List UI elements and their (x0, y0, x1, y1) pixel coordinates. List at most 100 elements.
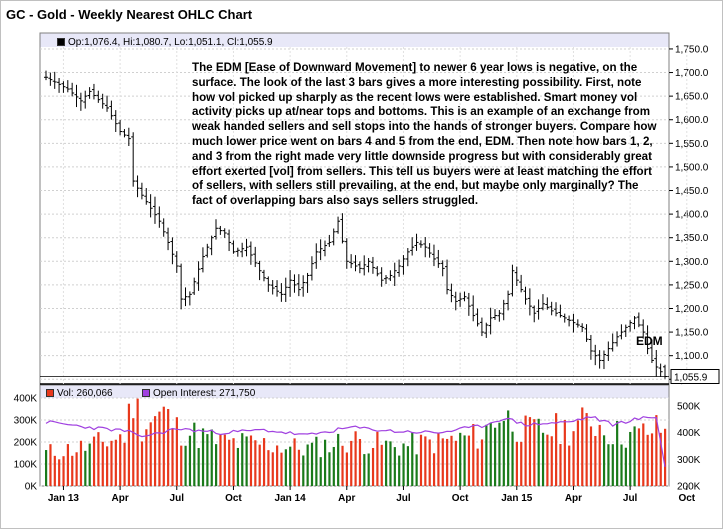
volume-bar (66, 444, 69, 486)
volume-bar (293, 438, 296, 486)
volume-bars (45, 398, 667, 486)
ohlc-bar (170, 237, 175, 265)
ohlc-bar (96, 90, 101, 103)
time-tick-label: Oct (452, 493, 469, 504)
volume-bar (241, 433, 244, 486)
volume-bar (245, 436, 248, 486)
volume-tick-label: 0K (25, 482, 38, 493)
volume-bar (371, 447, 375, 486)
ohlc-bar (244, 238, 249, 257)
volume-bar (119, 434, 122, 486)
volume-bar (398, 455, 401, 486)
time-tick-label: Apr (565, 493, 582, 504)
ohlc-bar (78, 92, 83, 111)
price-tick-label: 1,350.0 (675, 233, 709, 244)
volume-bar (594, 435, 597, 486)
ohlc-bar (61, 81, 66, 93)
ohlc-bar (623, 324, 628, 337)
volume-bar (175, 417, 178, 486)
volume-bar (568, 445, 571, 486)
ohlc-bar (584, 324, 589, 342)
volume-bar (659, 432, 662, 486)
ohlc-bar (375, 266, 380, 277)
volume-bar (332, 446, 335, 486)
volume-bar (114, 439, 117, 486)
volume-bar (49, 444, 52, 486)
price-tick-label: 1,650.0 (675, 92, 709, 103)
ohlc-bar (349, 254, 354, 269)
open-interest-swatch-icon (142, 389, 150, 397)
volume-bar (563, 420, 566, 486)
ohlc-bar (266, 276, 271, 292)
ohlc-bar (126, 127, 131, 146)
volume-bar (650, 433, 654, 486)
ohlc-bar (257, 260, 262, 281)
ohlc-bar (445, 259, 450, 295)
ohlc-bar (567, 315, 572, 327)
ohlc-bar (227, 229, 232, 252)
ohlc-bar (388, 270, 393, 282)
ohlc-bar (532, 305, 537, 323)
ohlc-bar (606, 341, 611, 361)
ohlc-bar (144, 188, 149, 205)
ohlc-bar (575, 319, 580, 328)
volume-bar (180, 445, 183, 486)
ohlc-bar (479, 317, 484, 337)
volume-bar (328, 452, 331, 486)
ohlc-bar (183, 287, 188, 307)
volume-bar (655, 415, 658, 486)
volume-bar (337, 433, 340, 486)
volume-legend-text: Vol: 260,066 (57, 388, 113, 399)
volume-bar (520, 441, 523, 486)
ohlc-bar (610, 333, 615, 352)
volume-bar (236, 447, 240, 486)
ohlc-bar (253, 246, 258, 268)
volume-bar (262, 438, 266, 486)
ohlc-bar (658, 363, 663, 377)
volume-bar (432, 453, 436, 486)
open-interest-tick-label: 200K (677, 482, 701, 493)
ohlc-bar (318, 239, 323, 261)
volume-bar (149, 422, 152, 486)
ohlc-bar (401, 255, 406, 275)
ohlc-bar (214, 219, 219, 240)
volume-bar (232, 438, 235, 486)
volume-bar (664, 428, 667, 486)
ohlc-bar (179, 263, 184, 310)
volume-bar (319, 457, 322, 486)
ohlc-bar (580, 323, 585, 333)
volume-bar (424, 436, 427, 486)
volume-bar (132, 418, 135, 486)
ohlc-bar (200, 247, 205, 273)
ohlc-bar (52, 71, 57, 89)
volume-bar (572, 431, 575, 486)
price-tick-label: 1,450.0 (675, 186, 709, 197)
ohlc-bar (74, 84, 79, 108)
ohlc-bar (135, 175, 140, 198)
ohlc-bar (139, 182, 144, 200)
ohlc-bar (292, 274, 297, 293)
ohlc-bar (471, 295, 476, 322)
ohlc-bar (540, 294, 545, 311)
volume-panel-header (40, 385, 669, 398)
ohlc-bar (344, 238, 349, 269)
volume-bar (633, 426, 636, 486)
price-tick-label: 1,100.0 (675, 351, 709, 362)
ohlc-bar (523, 286, 528, 305)
volume-bar (345, 452, 348, 486)
volume-bar (206, 434, 209, 486)
volume-bar (537, 418, 540, 486)
ohlc-bar (152, 196, 157, 224)
ohlc-bar (122, 129, 127, 138)
volume-bar (402, 443, 405, 486)
ohlc-bar (619, 324, 624, 340)
volume-bar (602, 435, 606, 486)
ohlc-bar (366, 258, 371, 273)
volume-bar (267, 450, 270, 486)
volume-bar (197, 448, 200, 486)
volume-bar (188, 435, 192, 486)
volume-bar (367, 453, 370, 486)
ohlc-bar (192, 277, 197, 295)
ohlc-bar (322, 240, 327, 257)
